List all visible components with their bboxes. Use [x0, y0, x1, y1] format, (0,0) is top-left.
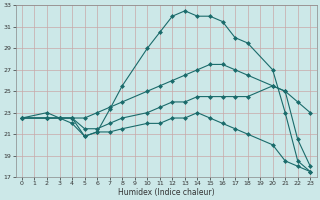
X-axis label: Humidex (Indice chaleur): Humidex (Indice chaleur): [118, 188, 214, 197]
